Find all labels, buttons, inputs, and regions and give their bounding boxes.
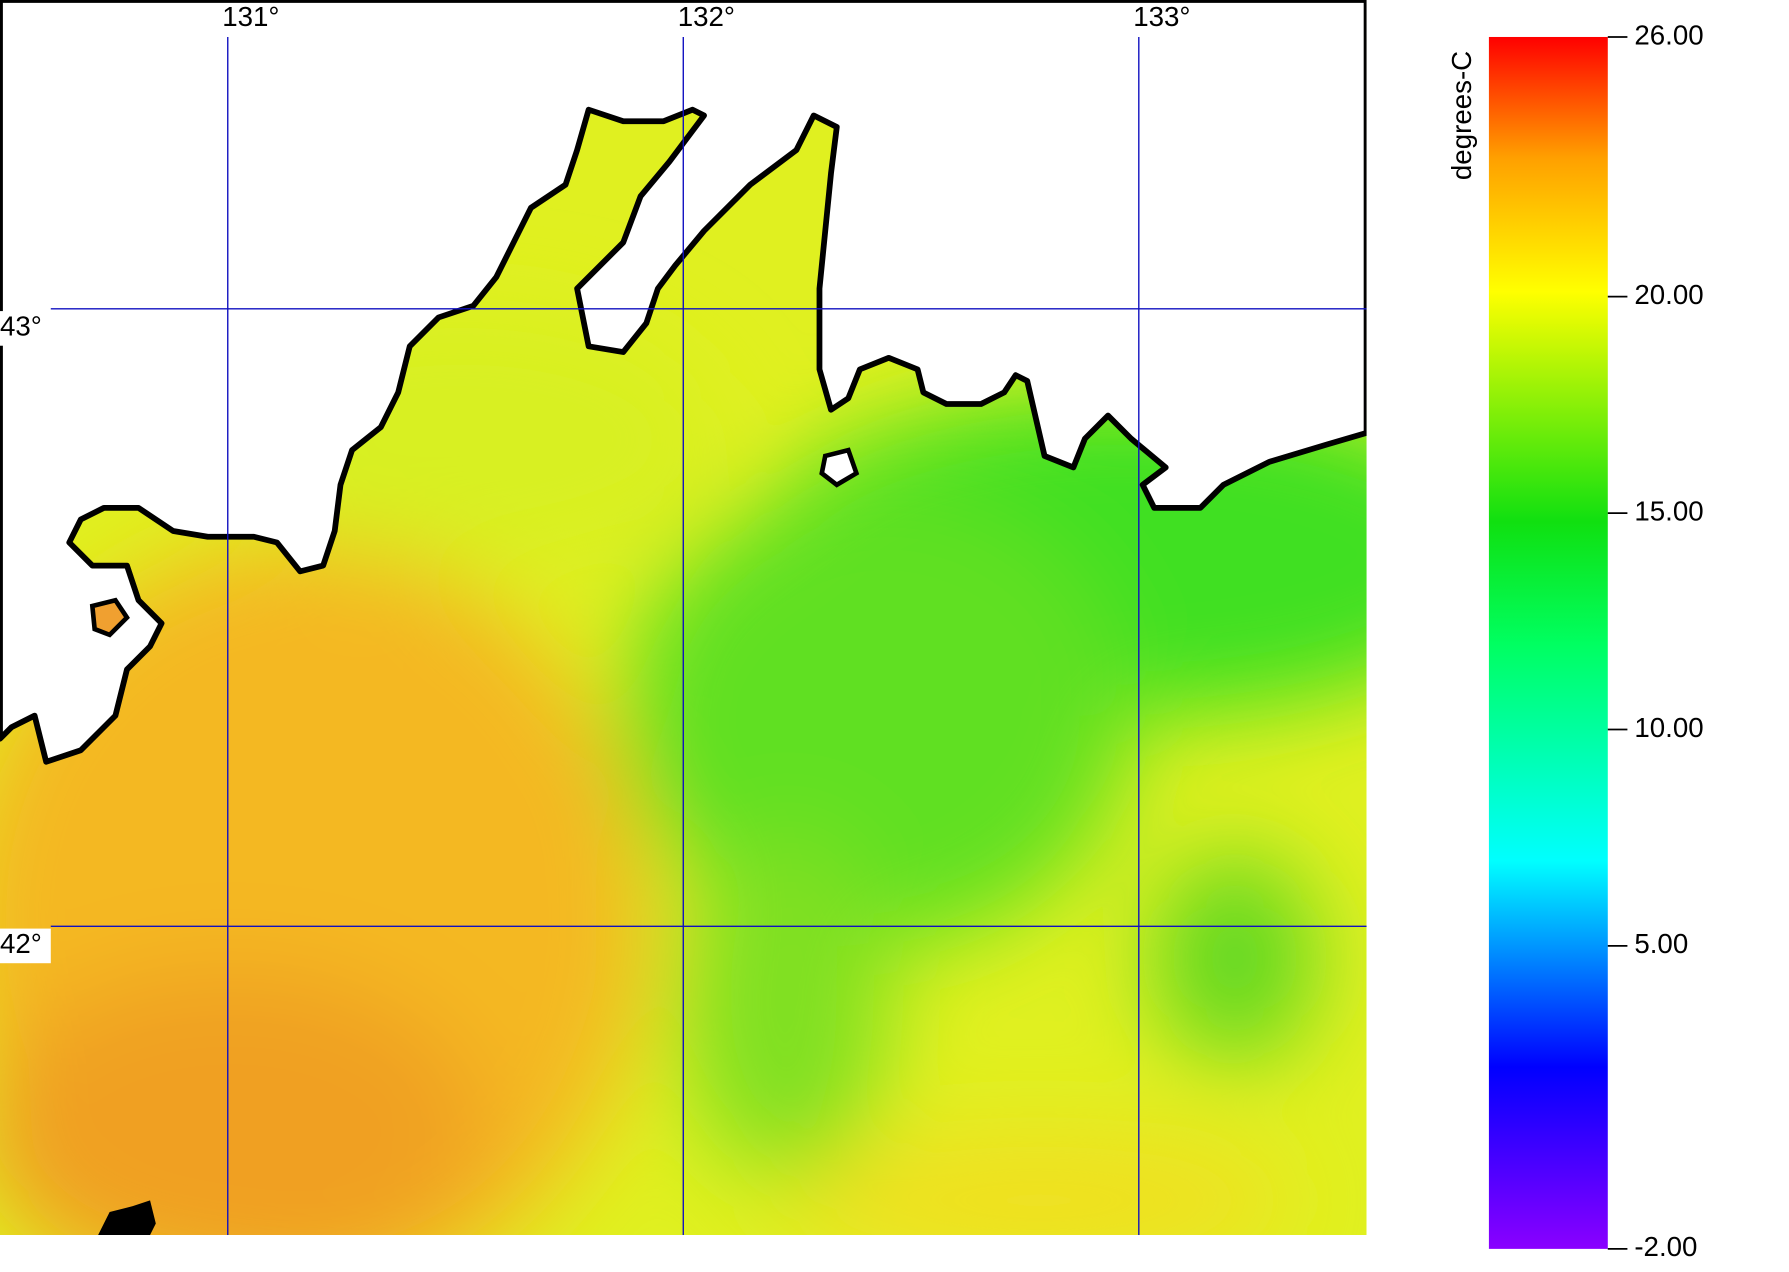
colorbar-tick-label: 26.00 xyxy=(1634,19,1703,50)
island xyxy=(98,1200,156,1236)
colorbar-label: degrees-C xyxy=(1446,51,1477,180)
colorbar xyxy=(1488,36,1608,1249)
colorbar-tick-label: -2.00 xyxy=(1634,1231,1697,1262)
longitude-label: 132° xyxy=(678,1,735,32)
latitude-label: 43° xyxy=(0,311,42,342)
colorbar-tick-label: 10.00 xyxy=(1634,712,1703,743)
longitude-label: 131° xyxy=(222,1,279,32)
latitude-label-bg xyxy=(0,311,51,346)
colorbar-tick-label: 20.00 xyxy=(1634,279,1703,310)
latitude-label-bg xyxy=(0,928,51,964)
colorbar-tick-label: 15.00 xyxy=(1634,495,1703,526)
island xyxy=(819,447,860,488)
longitude-label: 133° xyxy=(1133,1,1190,32)
latitude-label: 42° xyxy=(0,928,42,959)
island xyxy=(89,597,130,638)
graticule xyxy=(50,36,1367,1236)
sst-field xyxy=(0,0,1367,1236)
colorbar-tick-label: 5.00 xyxy=(1634,928,1688,959)
land xyxy=(0,0,1367,765)
